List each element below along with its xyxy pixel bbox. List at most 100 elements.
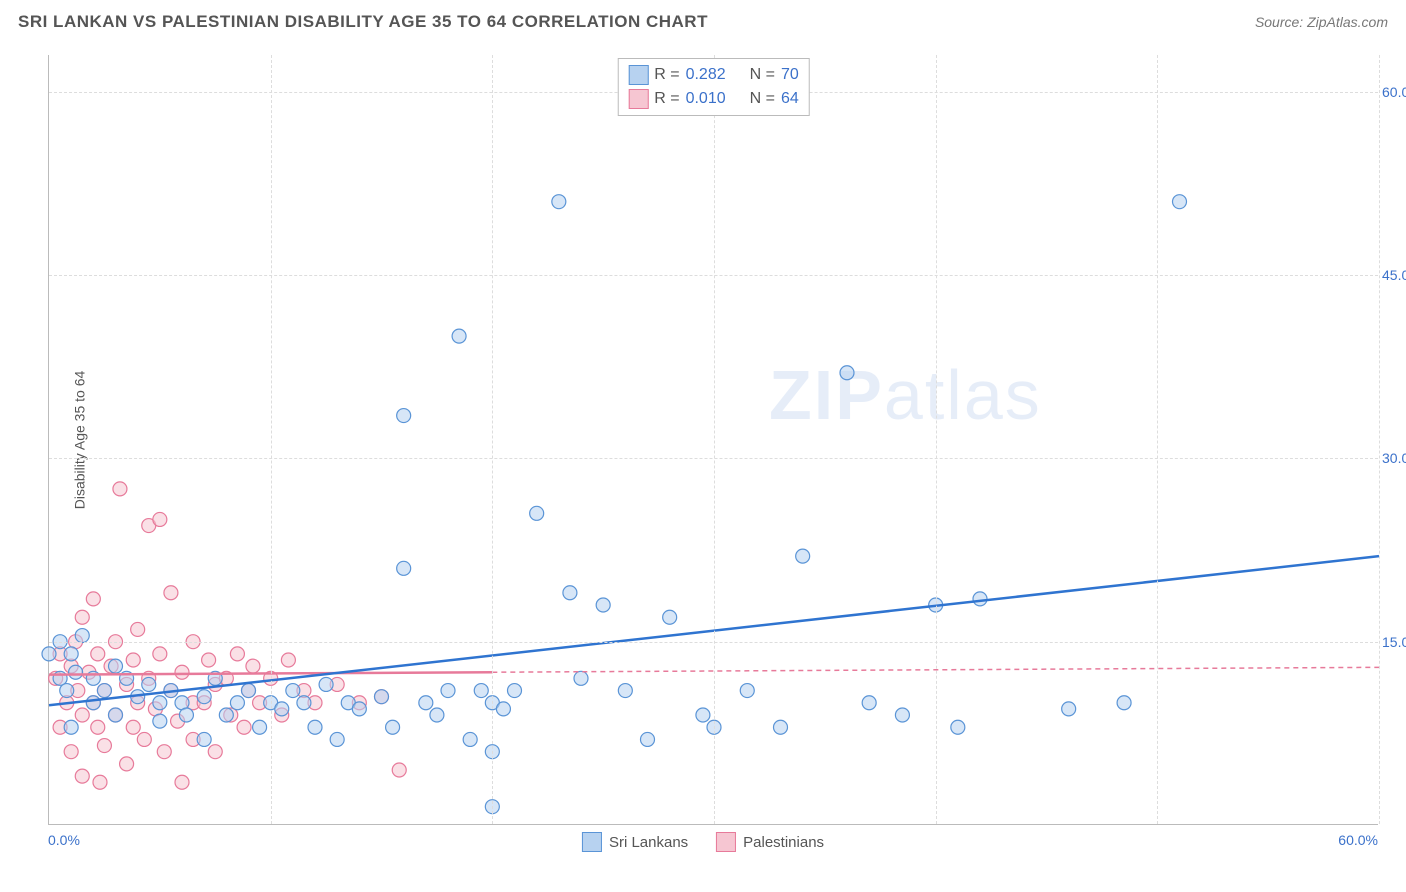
data-point [330, 732, 344, 746]
n-label: N = [750, 90, 775, 108]
data-point [1117, 696, 1131, 710]
data-point [1173, 195, 1187, 209]
data-point [109, 659, 123, 673]
data-point [237, 720, 251, 734]
data-point [574, 671, 588, 685]
legend-series-item: Palestinians [716, 832, 824, 852]
x-origin-label: 0.0% [48, 832, 80, 848]
legend-swatch [628, 89, 648, 109]
data-point [153, 512, 167, 526]
data-point [596, 598, 610, 612]
data-point [175, 665, 189, 679]
data-point [397, 409, 411, 423]
data-point [219, 708, 233, 722]
data-point [86, 592, 100, 606]
data-point [641, 732, 655, 746]
data-point [740, 684, 754, 698]
data-point [137, 732, 151, 746]
y-tick-label: 60.0% [1382, 84, 1406, 100]
data-point [64, 647, 78, 661]
y-tick-label: 15.0% [1382, 634, 1406, 650]
data-point [242, 684, 256, 698]
n-label: N = [750, 66, 775, 84]
data-point [508, 684, 522, 698]
legend-stats: R =0.282N =70R =0.010N =64 [617, 58, 810, 116]
data-point [64, 745, 78, 759]
data-point [430, 708, 444, 722]
data-point [840, 366, 854, 380]
x-max-label: 60.0% [1338, 832, 1378, 848]
data-point [208, 745, 222, 759]
r-value: 0.010 [686, 90, 726, 108]
data-point [97, 739, 111, 753]
legend-stats-row: R =0.010N =64 [628, 87, 799, 111]
data-point [319, 677, 333, 691]
data-point [419, 696, 433, 710]
data-point [275, 702, 289, 716]
data-point [474, 684, 488, 698]
data-point [297, 696, 311, 710]
data-point [75, 769, 89, 783]
y-tick-label: 45.0% [1382, 267, 1406, 283]
r-label: R = [654, 66, 679, 84]
data-point [246, 659, 260, 673]
data-point [75, 629, 89, 643]
legend-swatch [716, 832, 736, 852]
plot-area: ZIPatlas R =0.282N =70R =0.010N =64 15.0… [48, 55, 1378, 825]
data-point [386, 720, 400, 734]
data-point [179, 708, 193, 722]
data-point [441, 684, 455, 698]
data-point [97, 684, 111, 698]
data-point [397, 561, 411, 575]
data-point [774, 720, 788, 734]
data-point [230, 696, 244, 710]
data-point [286, 684, 300, 698]
data-point [696, 708, 710, 722]
data-point [42, 647, 56, 661]
data-point [862, 696, 876, 710]
data-point [663, 610, 677, 624]
data-point [197, 690, 211, 704]
data-point [126, 653, 140, 667]
n-value: 64 [781, 90, 799, 108]
data-point [131, 622, 145, 636]
chart-title: SRI LANKAN VS PALESTINIAN DISABILITY AGE… [18, 12, 708, 32]
data-point [75, 610, 89, 624]
data-point [153, 647, 167, 661]
grid-line-v [492, 55, 493, 824]
data-point [496, 702, 510, 716]
data-point [64, 720, 78, 734]
grid-line-v [714, 55, 715, 824]
data-point [375, 690, 389, 704]
legend-swatch [628, 65, 648, 85]
legend-series-label: Sri Lankans [609, 834, 688, 851]
data-point [93, 775, 107, 789]
grid-line-v [936, 55, 937, 824]
legend-series-label: Palestinians [743, 834, 824, 851]
data-point [951, 720, 965, 734]
data-point [563, 586, 577, 600]
data-point [113, 482, 127, 496]
data-point [230, 647, 244, 661]
data-point [1062, 702, 1076, 716]
data-point [75, 708, 89, 722]
data-point [164, 586, 178, 600]
data-point [153, 696, 167, 710]
data-point [109, 708, 123, 722]
data-point [452, 329, 466, 343]
data-point [153, 714, 167, 728]
data-point [91, 647, 105, 661]
legend-swatch [582, 832, 602, 852]
data-point [618, 684, 632, 698]
data-point [91, 720, 105, 734]
grid-line-v [271, 55, 272, 824]
data-point [973, 592, 987, 606]
legend-series-item: Sri Lankans [582, 832, 688, 852]
data-point [392, 763, 406, 777]
y-tick-label: 30.0% [1382, 450, 1406, 466]
title-bar: SRI LANKAN VS PALESTINIAN DISABILITY AGE… [18, 12, 1388, 32]
data-point [308, 720, 322, 734]
data-point [463, 732, 477, 746]
data-point [895, 708, 909, 722]
data-point [126, 720, 140, 734]
